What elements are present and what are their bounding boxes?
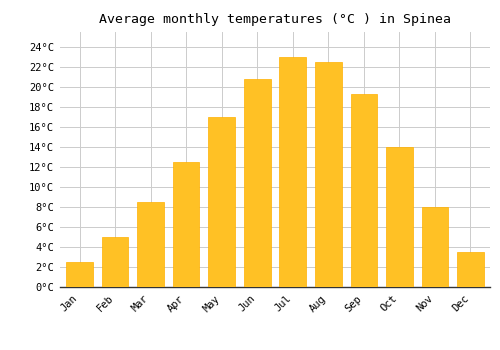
Bar [66, 262, 93, 287]
Bar [208, 117, 235, 287]
Title: Average monthly temperatures (°C ) in Spinea: Average monthly temperatures (°C ) in Sp… [99, 13, 451, 26]
Bar [457, 252, 484, 287]
Bar [386, 147, 412, 287]
Bar [138, 202, 164, 287]
Bar [350, 93, 377, 287]
Bar [102, 237, 128, 287]
Bar [422, 207, 448, 287]
Bar [315, 62, 342, 287]
Bar [244, 79, 270, 287]
Bar [173, 162, 200, 287]
Bar [280, 57, 306, 287]
